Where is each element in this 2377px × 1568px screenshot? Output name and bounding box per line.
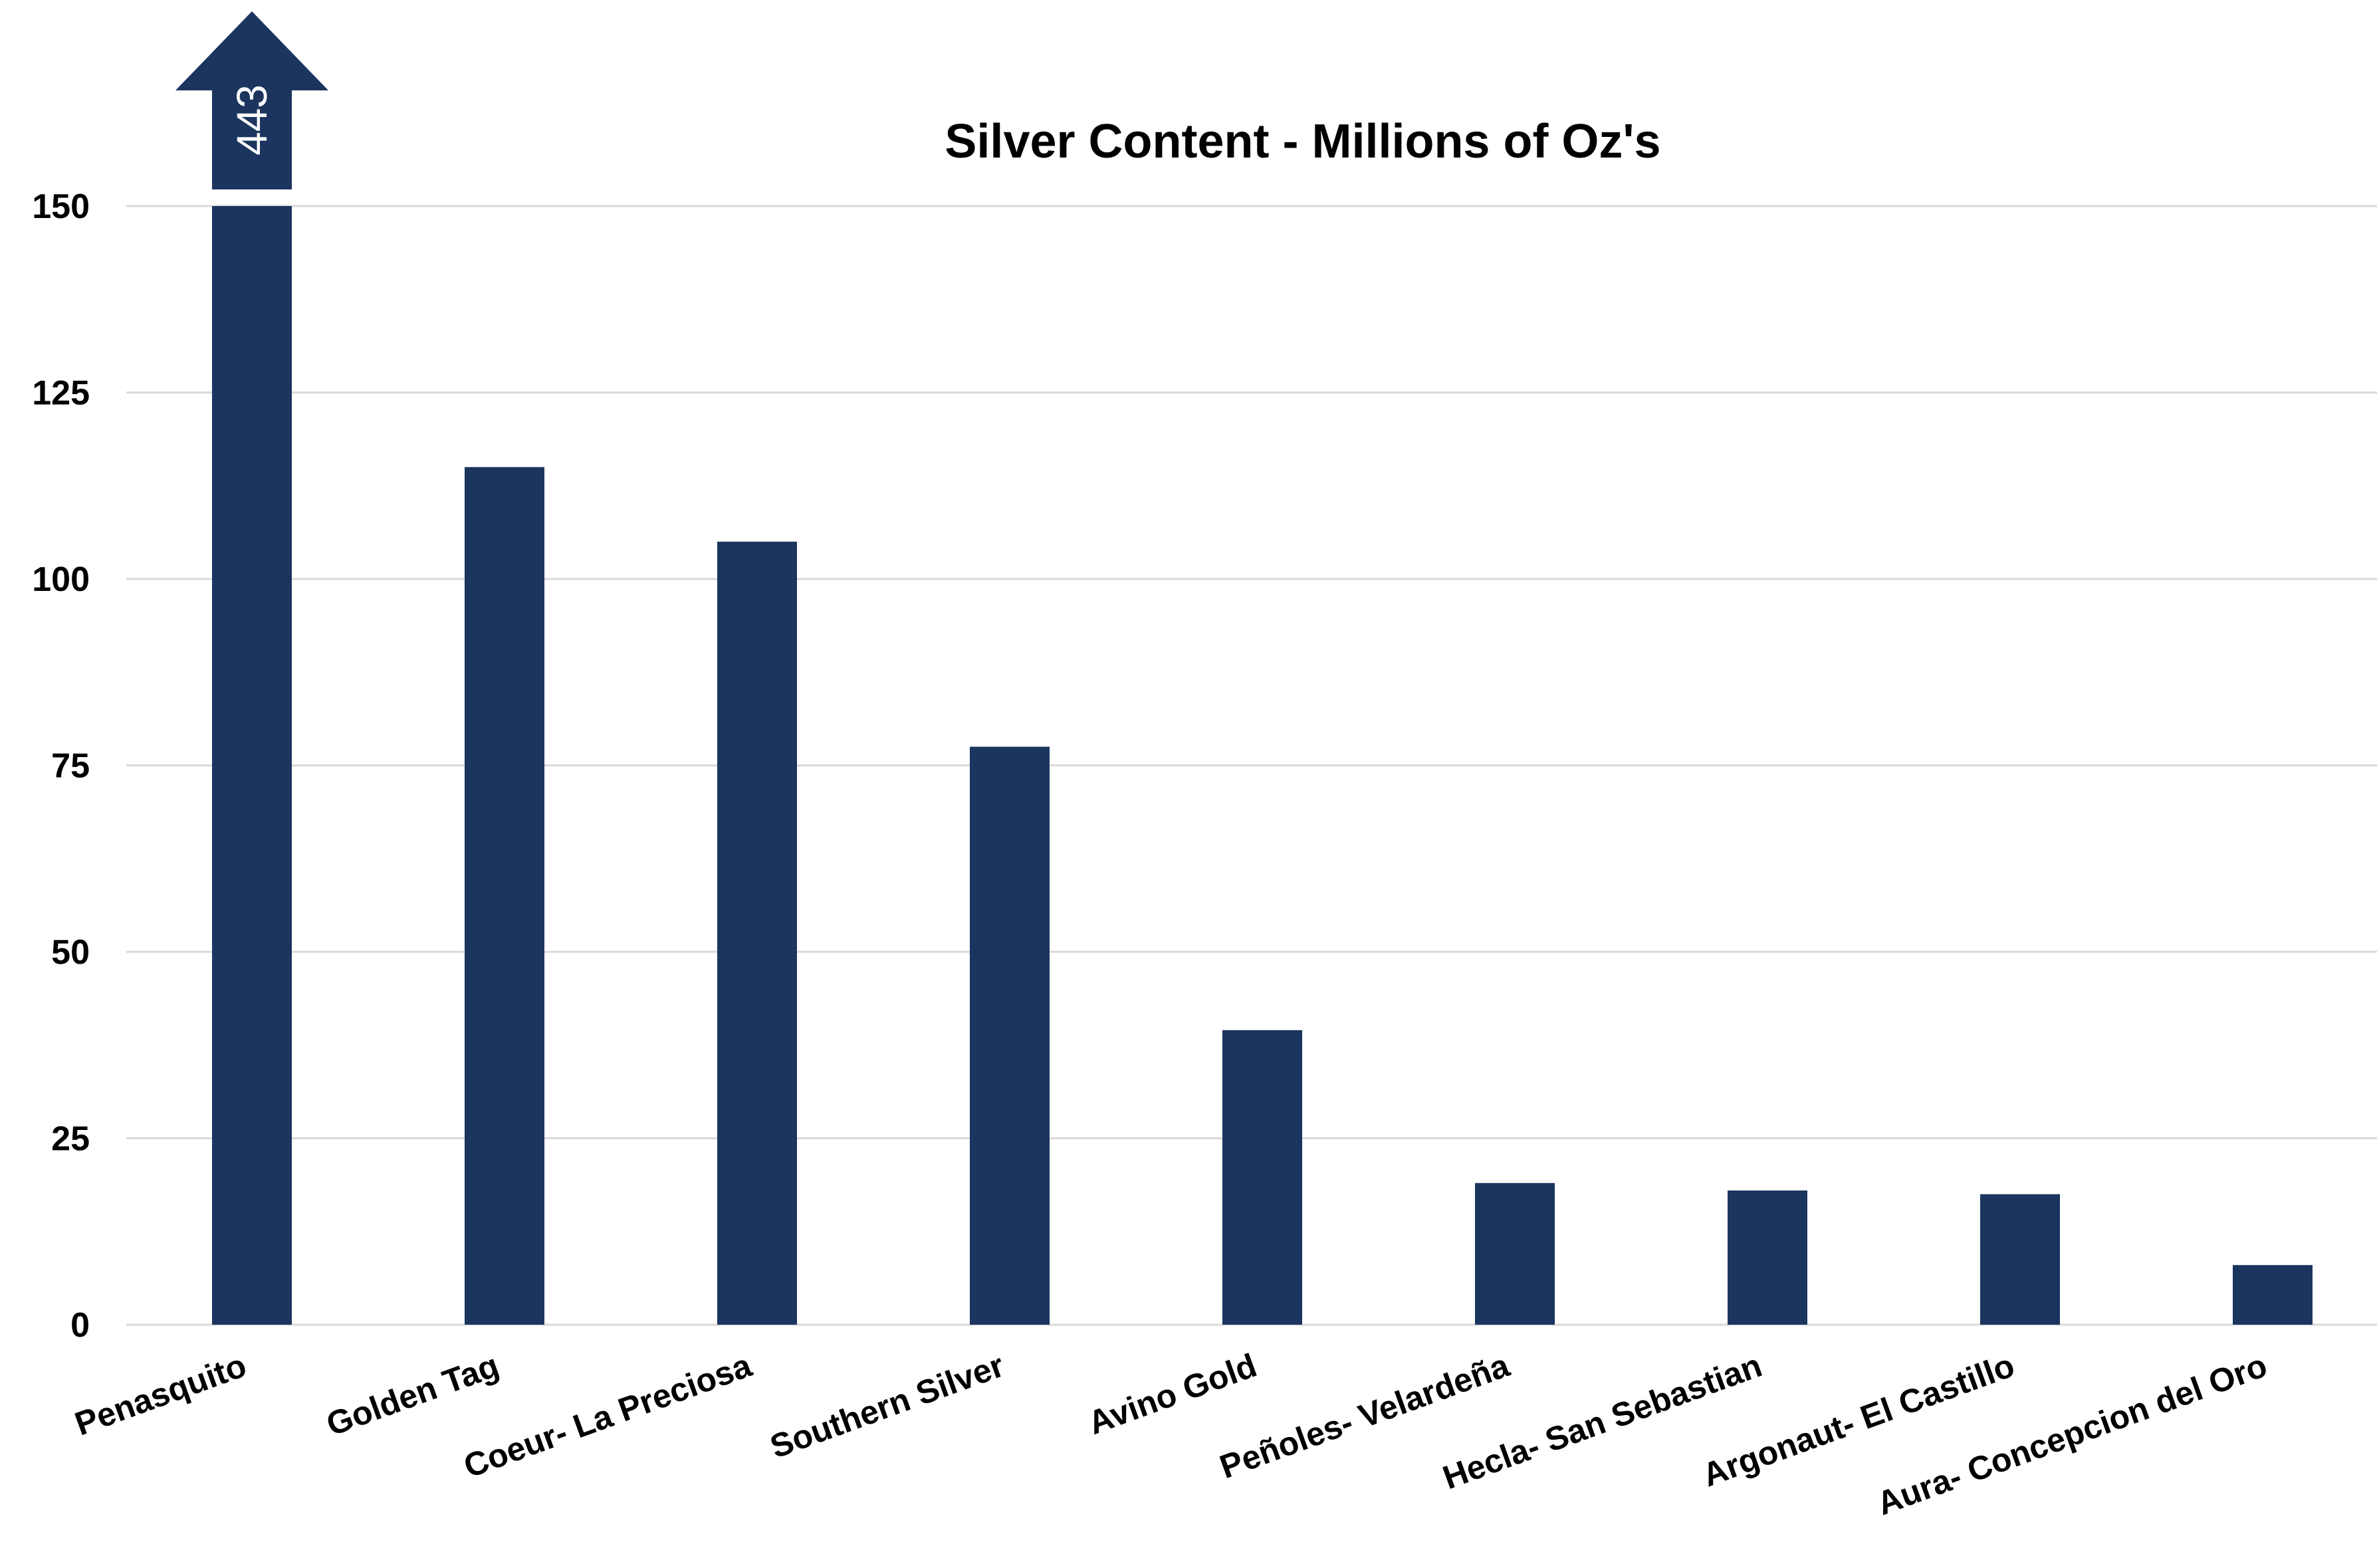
bar-8 bbox=[2233, 1265, 2313, 1325]
bar-4 bbox=[1222, 1030, 1302, 1325]
bar-5 bbox=[1475, 1182, 1555, 1325]
chart-title: Silver Content - Millions of Oz's bbox=[945, 115, 1660, 168]
x-tick-label: Golden Tag bbox=[322, 1347, 504, 1443]
x-tick-label: Southern Silver bbox=[765, 1347, 1008, 1466]
y-tick-label: 50 bbox=[51, 933, 90, 972]
bars: 443 bbox=[175, 11, 2313, 1325]
y-tick-label: 100 bbox=[32, 560, 90, 599]
bar-2 bbox=[717, 541, 797, 1325]
bar-0 bbox=[212, 206, 292, 1325]
truncation-arrow bbox=[175, 11, 328, 189]
bar-6 bbox=[1728, 1190, 1807, 1325]
truncated-value-label: 443 bbox=[228, 84, 276, 156]
x-tick-label: Avino Gold bbox=[1083, 1347, 1262, 1442]
bar-1 bbox=[465, 467, 544, 1325]
y-axis-ticks: 0 25 50 75 100 125 150 bbox=[32, 187, 90, 1345]
x-tick-label: Aura- Concepcion del Oro bbox=[1872, 1347, 2271, 1523]
y-tick-label: 125 bbox=[32, 374, 90, 413]
x-tick-label: Penasquito bbox=[70, 1347, 251, 1443]
y-tick-label: 0 bbox=[70, 1306, 90, 1345]
y-tick-label: 25 bbox=[51, 1120, 90, 1159]
y-tick-label: 75 bbox=[51, 747, 90, 786]
x-tick-label: Coeur- La Preciosa bbox=[459, 1346, 757, 1485]
y-tick-label: 150 bbox=[32, 187, 90, 226]
bar-3 bbox=[970, 746, 1050, 1325]
bar-7 bbox=[1980, 1194, 2060, 1325]
